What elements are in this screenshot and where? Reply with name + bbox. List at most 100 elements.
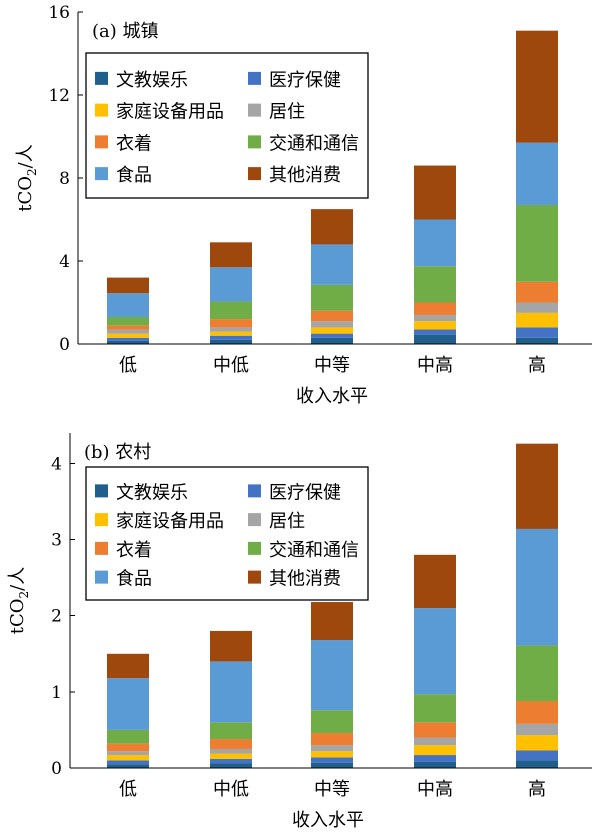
bar-segment (210, 630, 252, 662)
legend-swatch (248, 135, 261, 149)
bar-segment (516, 701, 558, 724)
bar-segment (516, 760, 558, 768)
x-tick-label: 高 (528, 779, 546, 800)
bar-segment (516, 327, 558, 338)
bar-segment (311, 333, 353, 338)
bar-segment (210, 327, 252, 332)
bar-segment (414, 334, 456, 344)
bar-segment (107, 325, 149, 330)
bar-segment (107, 329, 149, 334)
legend-label: 居住 (269, 511, 305, 532)
legend-swatch (248, 570, 261, 584)
bar-segment (107, 743, 149, 752)
legend-label: 家庭设备用品 (116, 511, 224, 532)
x-tick-label: 中高 (417, 355, 453, 376)
bar-segment (414, 737, 456, 746)
bar-segment (311, 321, 353, 328)
legend-label: 医疗保健 (269, 482, 341, 503)
x-tick-label: 高 (528, 355, 546, 376)
bar-segment (311, 602, 353, 641)
y-axis-label-sub: 2 (25, 168, 39, 176)
bar-segment (414, 219, 456, 267)
y-axis-label-post: /人 (15, 144, 36, 168)
legend-label: 衣着 (116, 540, 152, 561)
legend-swatch (95, 135, 108, 149)
bar-segment (210, 242, 252, 268)
y-axis-label-post: /人 (7, 567, 28, 591)
y-tick-label: 8 (59, 169, 70, 189)
bar-segment (311, 209, 353, 245)
legend-swatch (248, 484, 261, 498)
bar-segment (516, 645, 558, 701)
bar-segment (311, 327, 353, 334)
bar-segment (516, 30, 558, 143)
bar-segment (107, 764, 149, 768)
x-tick-label: 低 (119, 779, 137, 800)
bar-segment (210, 661, 252, 723)
bar-segment (414, 694, 456, 723)
bar-segment (414, 608, 456, 695)
x-tick-label: 中低 (213, 355, 249, 376)
bar-segment (107, 729, 149, 744)
y-tick-label: 0 (51, 759, 62, 779)
legend-label: 食品 (116, 569, 152, 590)
bar-segment (414, 761, 456, 768)
bar-segment (414, 554, 456, 609)
bar-segment (414, 266, 456, 303)
legend-label: 居住 (269, 102, 305, 123)
bar-segment (107, 755, 149, 761)
bar-segment (311, 710, 353, 733)
bar-segment (311, 757, 353, 763)
bar-segment (210, 267, 252, 302)
bar-segment (516, 337, 558, 344)
bar-segment (516, 312, 558, 328)
legend-label: 文教娱乐 (116, 70, 188, 91)
bar-segment (414, 329, 456, 335)
bar-segment (311, 244, 353, 285)
bar-segment (516, 443, 558, 529)
y-tick-label: 0 (59, 335, 70, 355)
bar-segment (414, 745, 456, 756)
bar-segment (414, 314, 456, 322)
bar-segment (311, 732, 353, 746)
bar-segment (210, 739, 252, 749)
bar-segment (311, 745, 353, 752)
legend-label: 其他消费 (269, 165, 341, 186)
legend-swatch (95, 71, 108, 85)
bar-segment (107, 653, 149, 679)
bar-segment (210, 758, 252, 764)
bar-segment (107, 333, 149, 338)
bar-segment (516, 204, 558, 282)
y-tick-label: 12 (48, 86, 70, 106)
bar-segment (107, 340, 149, 344)
bar-segment (210, 339, 252, 344)
y-axis-label: tCO2/人 (15, 144, 39, 211)
bar-segment (516, 281, 558, 303)
legend-label: 家庭设备用品 (116, 102, 224, 123)
legend-label: 其他消费 (269, 569, 341, 590)
legend-label: 交通和通信 (269, 133, 359, 154)
bar-segment (311, 640, 353, 711)
y-tick-label: 4 (59, 252, 70, 272)
legend-label: 衣着 (116, 133, 152, 154)
bar-segment (107, 293, 149, 318)
bar-segment (107, 751, 149, 756)
x-tick-label: 中高 (417, 779, 453, 800)
bar-segment (210, 301, 252, 320)
bar-segment (210, 331, 252, 336)
legend-swatch (95, 513, 108, 527)
legend-frame (85, 466, 369, 601)
bar-segment (210, 335, 252, 340)
legend-frame (85, 52, 369, 199)
bar-segment (107, 760, 149, 765)
bar-segment (311, 284, 353, 311)
x-tick-label: 中低 (213, 779, 249, 800)
bar-segment (210, 722, 252, 740)
y-axis-label-pre: tCO (7, 598, 28, 634)
y-axis-label-sub: 2 (17, 591, 31, 599)
bar-segment (107, 337, 149, 341)
